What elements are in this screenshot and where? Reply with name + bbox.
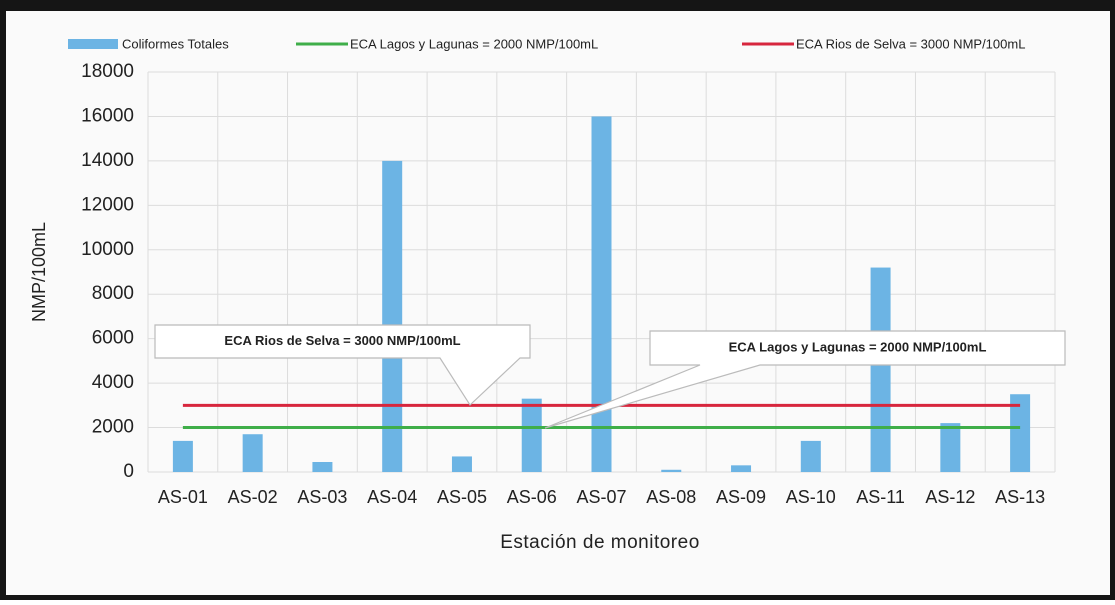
bar [800,440,821,472]
x-tick-label: AS-05 [437,487,487,507]
x-tick-label: AS-13 [995,487,1045,507]
x-tick-label: AS-06 [507,487,557,507]
y-axis-label: NMP/100mL [29,222,49,322]
background [6,11,1110,595]
bar [731,465,752,472]
bar [521,398,542,472]
x-tick-label: AS-11 [856,487,905,507]
y-tick-label: 12000 [81,194,134,215]
x-tick-label: AS-12 [925,487,975,507]
x-tick-label: AS-02 [228,487,278,507]
bar [661,469,682,472]
legend-label: ECA Lagos y Lagunas = 2000 NMP/100mL [350,36,598,51]
annotation: ECA Lagos y Lagunas = 2000 NMP/100mL [729,339,987,354]
bar [382,160,403,472]
x-axis-label: Estación de monitoreo [500,532,700,553]
bar [312,462,333,472]
bar [870,267,891,472]
x-tick-label: AS-10 [786,487,836,507]
callout [544,330,1066,429]
x-tick-label: AS-08 [646,487,696,507]
y-tick-label: 6000 [92,328,134,349]
x-tick-label: AS-03 [297,487,347,507]
bar [451,456,472,472]
y-tick-label: 18000 [81,61,134,82]
bar [1010,394,1031,472]
y-tick-label: 16000 [81,105,134,126]
y-tick-label: 0 [123,461,134,482]
y-tick-label: 8000 [92,283,134,304]
y-tick-label: 2000 [92,417,134,438]
bar [591,116,612,472]
x-tick-label: AS-09 [716,487,766,507]
bar [242,434,263,472]
annotation: ECA Rios de Selva = 3000 NMP/100mL [224,333,460,348]
legend-swatch [68,39,118,49]
legend-label: Coliformes Totales [122,36,229,51]
y-tick-label: 4000 [92,372,134,393]
x-tick-label: AS-07 [576,487,626,507]
callout [154,324,531,406]
y-tick-label: 10000 [81,239,134,260]
legend-label: ECA Rios de Selva = 3000 NMP/100mL [796,36,1025,51]
bar [940,423,961,472]
y-tick-label: 14000 [81,150,134,171]
x-tick-label: AS-01 [158,487,208,507]
x-tick-label: AS-04 [367,487,417,507]
bar [172,440,193,472]
